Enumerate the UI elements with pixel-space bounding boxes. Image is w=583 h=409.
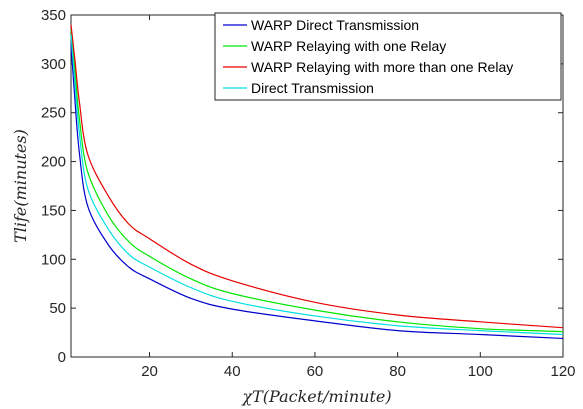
y-tick-label: 0	[58, 349, 66, 366]
x-tick-label: 120	[550, 363, 575, 380]
legend-box	[214, 12, 562, 101]
series-lines	[70, 24, 564, 340]
legend: WARP Direct Transmission WARP Relaying wi…	[214, 12, 562, 101]
x-axis-label: χT(Packet/minute)	[241, 387, 391, 406]
y-tick-label: 350	[41, 7, 66, 24]
y-axis-ticks: 0 50 100 150 200 250 300 350	[41, 7, 563, 366]
series-line-warp-direct-transmission	[70, 44, 564, 340]
legend-label: WARP Direct Transmission	[251, 17, 419, 33]
x-tick-label: 80	[389, 363, 406, 380]
y-tick-label: 100	[41, 251, 66, 268]
legend-label: WARP Relaying with more than one Relay	[251, 59, 513, 75]
series-line-warp-relaying-with-more-than-one-relay	[70, 24, 564, 329]
y-tick-label: 200	[41, 154, 66, 171]
y-axis-label: Tlife(minutes)	[11, 129, 30, 243]
y-tick-label: 300	[41, 56, 66, 73]
y-tick-label: 50	[49, 300, 66, 317]
y-tick-label: 250	[41, 105, 66, 122]
series-line-direct-transmission	[70, 34, 564, 336]
x-tick-label: 20	[141, 363, 158, 380]
x-tick-label: 100	[468, 363, 493, 380]
x-tick-label: 60	[307, 363, 324, 380]
series-line-warp-relaying-with-one-relay	[70, 28, 564, 333]
legend-label: Direct Transmission	[251, 80, 374, 96]
legend-label: WARP Relaying with one Relay	[251, 38, 446, 54]
x-tick-label: 40	[224, 363, 241, 380]
x-axis-ticks: 20 40 60 80 100 120	[141, 15, 576, 380]
y-tick-label: 150	[41, 202, 66, 219]
